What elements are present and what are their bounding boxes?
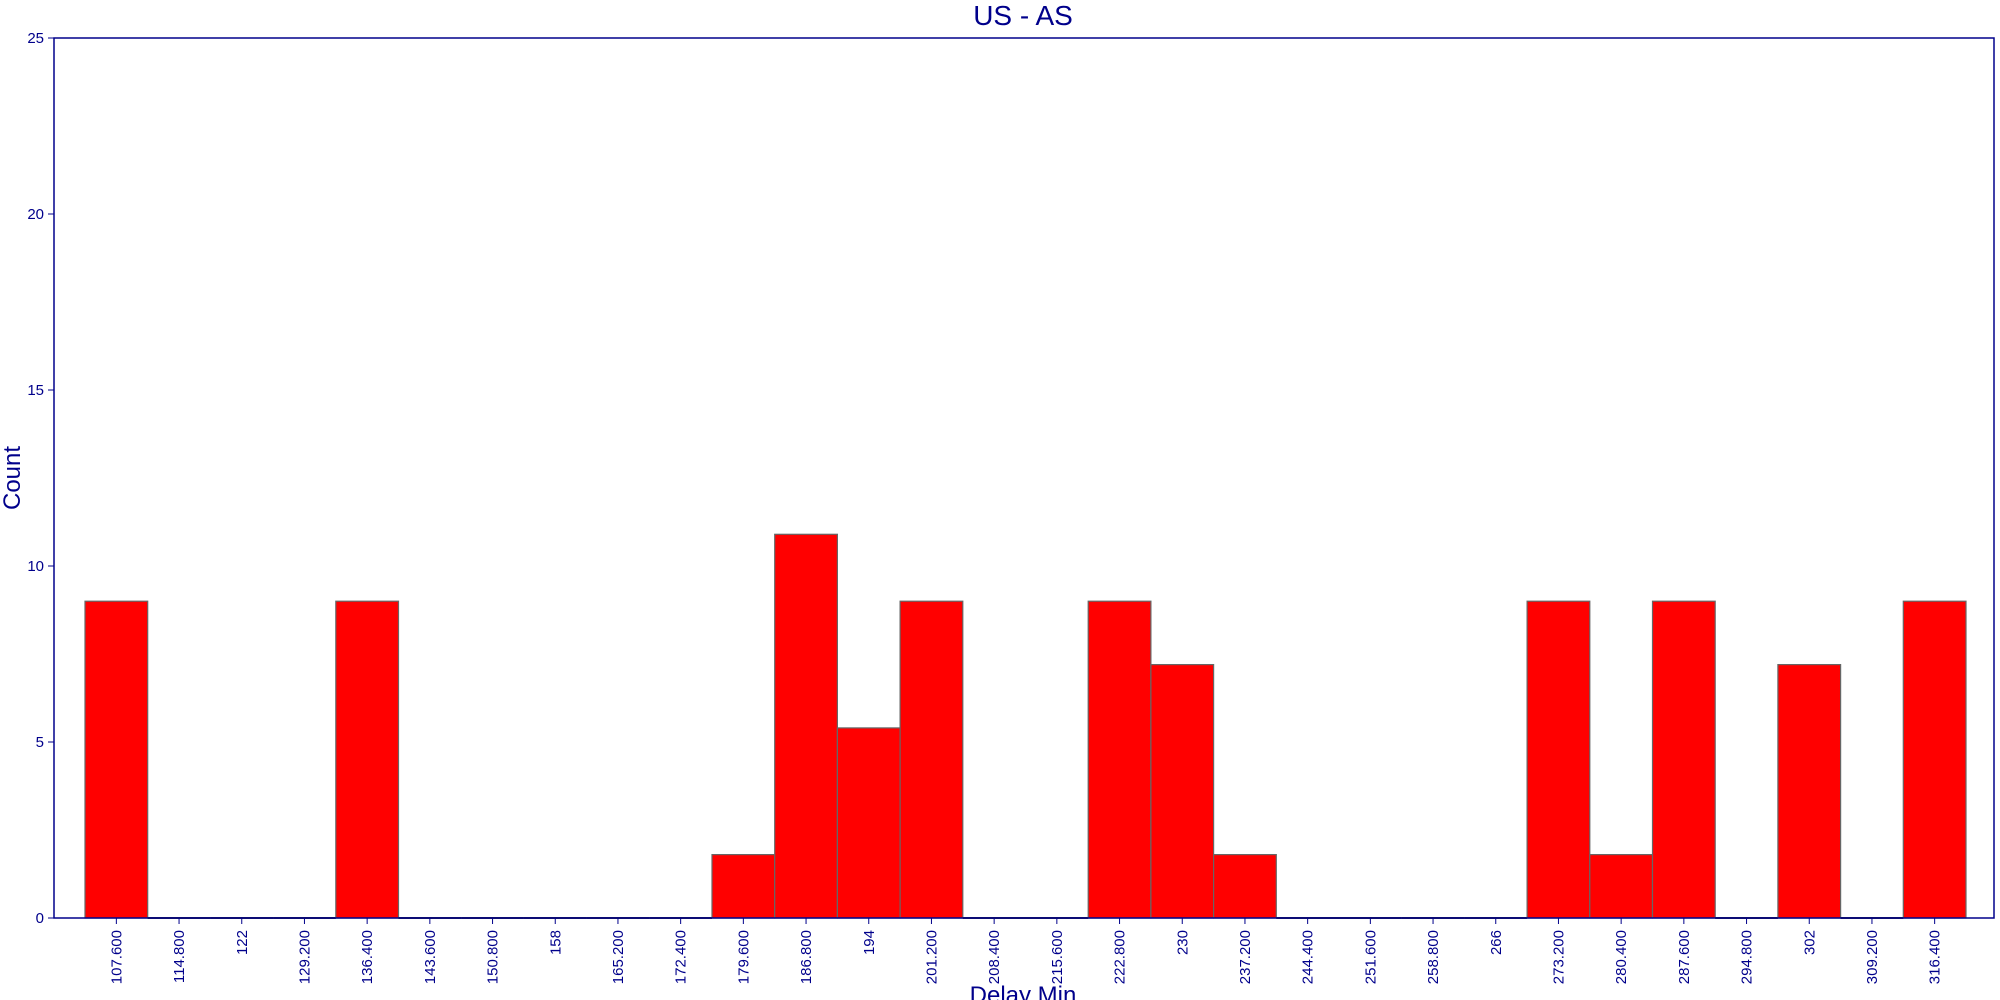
x-tick-label-222.800: 222.800 (1112, 930, 1129, 984)
bar-273.200 (1526, 600, 1591, 919)
x-tick-label-230: 230 (1174, 930, 1191, 955)
bar-316.400 (1902, 600, 1967, 919)
x-tick-label-302: 302 (1801, 930, 1818, 955)
x-tick-label-165.200: 165.200 (610, 930, 627, 984)
plot-frame (53, 37, 1995, 919)
y-tick-label-25: 25 (27, 30, 44, 47)
x-tick-label-251.600: 251.600 (1362, 930, 1379, 984)
y-axis-label: Count (0, 446, 26, 510)
bar-280.400 (1589, 853, 1654, 919)
chart-title: US - AS (973, 0, 1073, 31)
x-tick-label-287.600: 287.600 (1676, 930, 1693, 984)
bar-222.800 (1087, 600, 1152, 919)
x-tick-label-143.600: 143.600 (422, 930, 439, 984)
x-tick-label-186.800: 186.800 (798, 930, 815, 984)
x-tick-label-266: 266 (1488, 930, 1505, 955)
bar-237.200 (1212, 853, 1277, 919)
x-tick-label-122: 122 (234, 930, 251, 955)
x-tick-label-309.200: 309.200 (1864, 930, 1881, 984)
bar-287.600 (1651, 600, 1716, 919)
x-tick-label-316.400: 316.400 (1927, 930, 1944, 984)
bar-201.200 (899, 600, 964, 919)
x-tick-label-201.200: 201.200 (923, 930, 940, 984)
x-tick-label-208.400: 208.400 (986, 930, 1003, 984)
x-tick-label-136.400: 136.400 (359, 930, 376, 984)
bar-107.600 (84, 600, 149, 919)
x-tick-label-150.800: 150.800 (485, 930, 502, 984)
y-tick-label-20: 20 (27, 206, 44, 223)
x-axis-label: Delay Min (970, 982, 1077, 1000)
bar-230 (1150, 663, 1215, 919)
x-tick-label-179.600: 179.600 (735, 930, 752, 984)
x-tick-label-273.200: 273.200 (1550, 930, 1567, 984)
x-tick-label-107.600: 107.600 (108, 930, 125, 984)
x-tick-label-215.600: 215.600 (1049, 930, 1066, 984)
y-tick-label-0: 0 (36, 910, 44, 927)
x-tick-label-237.200: 237.200 (1237, 930, 1254, 984)
y-tick-label-15: 15 (27, 382, 44, 399)
x-ticks: 107.600 114.800 122 129.200 136.400 143.600 15… (108, 918, 1944, 984)
x-tick-label-258.800: 258.800 (1425, 930, 1442, 984)
x-tick-label-244.400: 244.400 (1300, 930, 1317, 984)
x-tick-label-172.400: 172.400 (673, 930, 690, 984)
bars-layer (84, 533, 1967, 919)
bar-194 (836, 727, 901, 919)
bar-186.800 (774, 533, 839, 919)
x-tick-label-294.800: 294.800 (1739, 930, 1756, 984)
x-tick-label-129.200: 129.200 (296, 930, 313, 984)
y-tick-label-5: 5 (36, 734, 44, 751)
y-tick-label-10: 10 (27, 558, 44, 575)
bar-302 (1777, 663, 1842, 919)
x-tick-label-114.800: 114.800 (171, 930, 188, 983)
bar-179.600 (711, 853, 776, 919)
y-ticks: 0 5 10 15 20 25 (27, 30, 54, 927)
x-tick-label-158: 158 (547, 930, 564, 955)
x-tick-label-280.400: 280.400 (1613, 930, 1630, 984)
bar-136.400 (335, 600, 400, 919)
x-tick-label-194: 194 (861, 930, 878, 955)
